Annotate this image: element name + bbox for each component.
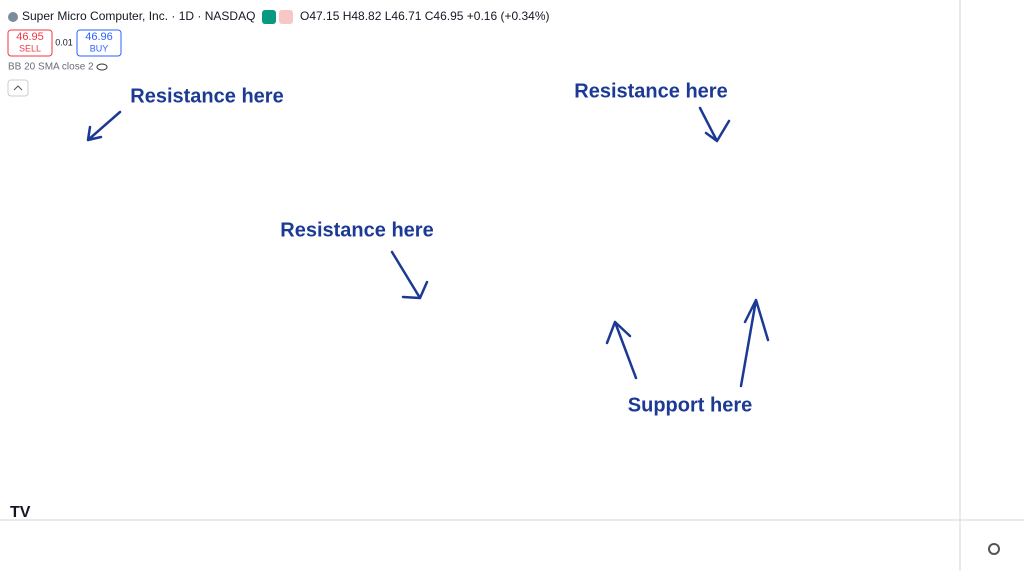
annotation: Resistance here: [574, 80, 727, 102]
buy-price: 46.96: [85, 31, 113, 43]
sell-label: SELL: [19, 43, 41, 53]
status-icon: [279, 10, 293, 24]
annotation: Resistance here: [130, 85, 283, 107]
settings-icon[interactable]: [988, 543, 1000, 555]
collapse-icon: [13, 85, 23, 91]
sell-button[interactable]: [7, 29, 53, 57]
arrow: [739, 298, 770, 388]
buy-label: BUY: [90, 43, 109, 53]
symbol-icon: [8, 12, 18, 22]
buy-button[interactable]: [76, 29, 122, 57]
logo: TV: [10, 504, 31, 521]
status-icon: [262, 10, 276, 24]
collapse-button[interactable]: [7, 79, 29, 97]
arrow: [605, 320, 638, 380]
symbol-title: Super Micro Computer, Inc. · 1D · NASDAQ: [22, 9, 255, 23]
annotation: Support here: [628, 394, 752, 416]
arrow: [390, 250, 429, 300]
indicator: BB 20 SMA close 2: [8, 62, 94, 73]
arrow: [86, 110, 122, 142]
sell-price: 46.95: [16, 31, 44, 43]
arrow: [698, 106, 731, 143]
ohlc: O47.15 H48.82 L46.71 C46.95 +0.16 (+0.34…: [300, 9, 550, 23]
eye-icon[interactable]: [96, 63, 108, 71]
spread: 0.01: [55, 37, 73, 47]
annotation: Resistance here: [280, 219, 433, 241]
